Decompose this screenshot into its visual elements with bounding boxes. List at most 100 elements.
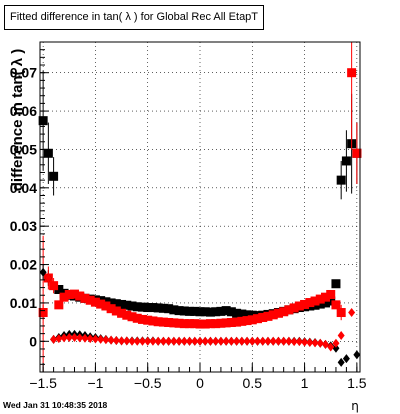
data-point-square — [320, 292, 330, 302]
data-point-square — [54, 285, 64, 294]
data-point-diamond — [175, 336, 183, 346]
data-point-diamond — [337, 357, 345, 367]
data-point-diamond — [55, 334, 63, 344]
data-point-square — [43, 148, 53, 158]
y-tick-label: 0.02 — [10, 257, 37, 273]
data-point-diamond — [60, 333, 68, 343]
data-point-square — [326, 289, 336, 299]
y-axis-label: difference in tan( λ ) — [9, 49, 26, 192]
data-point-square — [226, 307, 236, 317]
data-point-square — [85, 295, 95, 305]
data-point-diamond — [206, 336, 214, 346]
data-point-square — [96, 299, 106, 309]
data-point-square — [352, 148, 362, 158]
data-point-square — [49, 171, 59, 181]
data-point-diamond — [274, 336, 282, 346]
data-point-square — [137, 302, 147, 312]
data-point-diamond — [316, 338, 324, 348]
data-point-square — [169, 305, 179, 315]
data-point-square — [137, 314, 147, 324]
data-point-square — [179, 306, 189, 316]
data-point-diamond — [71, 332, 79, 342]
x-tick-label: 0.5 — [243, 375, 263, 391]
datestamp: Wed Jan 31 10:48:35 2018 — [3, 400, 108, 410]
data-point-square — [232, 317, 242, 327]
data-point-diamond — [285, 336, 293, 346]
data-point-square — [80, 293, 90, 303]
data-point-diamond — [342, 354, 350, 364]
data-point-square — [195, 319, 205, 329]
data-point-square — [106, 304, 116, 314]
data-point-diamond — [259, 336, 267, 346]
data-point-square — [326, 296, 336, 306]
data-point-diamond — [81, 333, 89, 343]
data-point-diamond — [165, 336, 173, 346]
data-point-diamond — [217, 336, 225, 346]
data-point-diamond — [280, 336, 288, 346]
data-point-square — [59, 292, 69, 302]
data-point-square — [226, 318, 236, 327]
x-tick-label: 1 — [301, 375, 309, 391]
data-point-square — [247, 315, 257, 325]
data-point-diamond — [50, 334, 58, 344]
data-point-diamond — [290, 337, 298, 347]
data-point-square — [158, 317, 168, 327]
data-point-diamond — [65, 332, 73, 342]
data-point-diamond — [170, 336, 178, 346]
data-point-diamond — [264, 336, 272, 346]
data-point-square — [122, 300, 132, 310]
data-point-diamond — [295, 337, 303, 347]
data-point-square — [117, 308, 127, 318]
data-point-diamond — [222, 336, 230, 346]
data-point-diamond — [306, 337, 314, 347]
frame-background — [40, 42, 360, 372]
data-point-square — [143, 303, 153, 313]
data-point-diamond — [112, 336, 120, 346]
data-point-square — [101, 301, 111, 311]
data-point-square — [132, 302, 142, 312]
data-series — [38, 42, 362, 372]
data-point-square — [310, 296, 320, 306]
data-point-square — [336, 175, 346, 185]
data-point-square — [54, 300, 64, 310]
data-point-diamond — [97, 334, 105, 344]
data-point-diamond — [348, 308, 356, 318]
data-point-diamond — [76, 333, 84, 343]
data-point-square — [190, 306, 200, 316]
data-point-diamond — [212, 336, 220, 346]
data-point-square — [185, 319, 195, 329]
data-point-diamond — [301, 337, 309, 347]
data-point-square — [247, 310, 257, 320]
y-tick-label: 0 — [29, 333, 37, 349]
data-point-diamond — [159, 336, 167, 346]
x-tick-label: −1 — [87, 375, 103, 391]
data-point-square — [174, 306, 184, 316]
data-point-square — [185, 306, 195, 316]
data-point-diamond — [91, 334, 99, 344]
data-point-square — [132, 313, 142, 323]
data-point-diamond — [149, 336, 157, 346]
data-point-square — [320, 298, 330, 308]
data-point-square — [336, 308, 346, 318]
data-point-square — [153, 303, 163, 313]
data-point-diamond — [44, 273, 52, 283]
data-point-diamond — [107, 335, 115, 345]
data-point-diamond — [337, 331, 345, 341]
data-point-square — [106, 298, 116, 308]
data-point-square — [205, 307, 215, 317]
x-tick-label: 1.5 — [347, 375, 367, 391]
data-point-square — [216, 318, 226, 328]
data-point-square — [289, 303, 299, 313]
data-point-diamond — [86, 334, 94, 344]
data-point-square — [211, 307, 221, 317]
data-point-diamond — [186, 336, 194, 346]
data-point-square — [305, 298, 315, 308]
data-point-square — [190, 319, 200, 329]
chart-title: Fitted difference in tan( λ ) for Global… — [10, 11, 259, 23]
data-point-square — [315, 294, 325, 304]
data-point-square — [258, 313, 268, 323]
data-point-square — [38, 116, 48, 126]
data-point-square — [294, 301, 304, 311]
data-point-square — [158, 303, 168, 313]
data-point-square — [174, 318, 184, 328]
